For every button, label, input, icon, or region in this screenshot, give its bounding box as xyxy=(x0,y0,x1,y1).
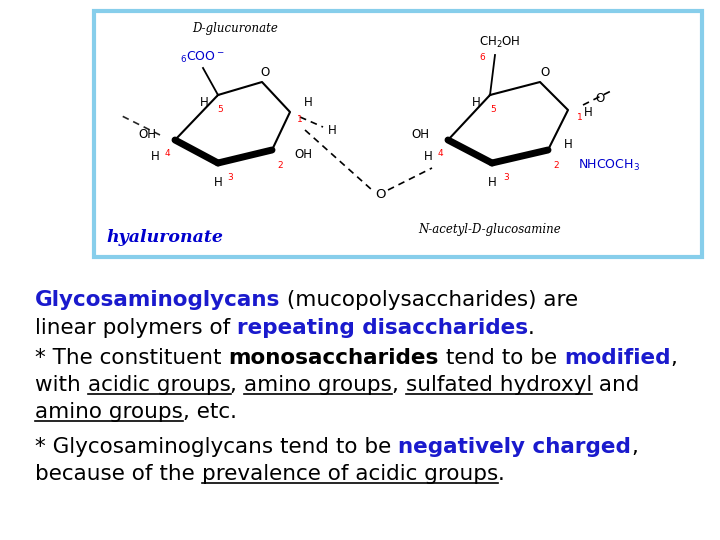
Text: prevalence of acidic groups: prevalence of acidic groups xyxy=(202,464,498,484)
Text: hyaluronate: hyaluronate xyxy=(107,230,223,246)
Text: acidic groups: acidic groups xyxy=(88,375,230,395)
Text: OH: OH xyxy=(294,148,312,161)
Text: .: . xyxy=(528,318,535,338)
Text: sulfated hydroxyl: sulfated hydroxyl xyxy=(406,375,592,395)
Text: H: H xyxy=(199,97,208,110)
Text: NHCOCH$_3$: NHCOCH$_3$ xyxy=(578,158,640,173)
Text: tend to be: tend to be xyxy=(438,348,564,368)
Text: linear polymers of: linear polymers of xyxy=(35,318,237,338)
Text: 4: 4 xyxy=(437,150,443,159)
Text: 5: 5 xyxy=(490,105,496,113)
Text: Glycosaminoglycans: Glycosaminoglycans xyxy=(35,290,280,310)
Text: CH$_2$OH: CH$_2$OH xyxy=(480,35,521,50)
Text: H: H xyxy=(304,96,312,109)
Text: H: H xyxy=(423,150,433,163)
Text: 3: 3 xyxy=(503,172,509,181)
Text: ,: , xyxy=(230,375,244,395)
Text: because of the: because of the xyxy=(35,464,202,484)
Text: O: O xyxy=(595,91,605,105)
Text: H: H xyxy=(487,177,496,190)
Text: modified: modified xyxy=(564,348,670,368)
Text: H: H xyxy=(564,138,572,152)
Text: amino groups: amino groups xyxy=(244,375,392,395)
Text: H: H xyxy=(584,106,593,119)
Text: N-acetyl-D-glucosamine: N-acetyl-D-glucosamine xyxy=(418,224,562,237)
Text: OH: OH xyxy=(411,129,429,141)
Text: 1: 1 xyxy=(577,113,583,123)
Text: * Glycosaminoglycans tend to be: * Glycosaminoglycans tend to be xyxy=(35,437,398,457)
Text: .: . xyxy=(498,464,505,484)
Text: 5: 5 xyxy=(217,105,223,113)
Text: O: O xyxy=(541,65,549,78)
Text: (mucopolysaccharides) are: (mucopolysaccharides) are xyxy=(280,290,578,310)
Text: ,: , xyxy=(670,348,677,368)
Text: , etc.: , etc. xyxy=(183,402,237,422)
Text: 2: 2 xyxy=(277,161,283,171)
Bar xyxy=(94,11,702,256)
Text: D-glucuronate: D-glucuronate xyxy=(192,22,278,35)
Text: 1: 1 xyxy=(297,116,303,125)
Text: and: and xyxy=(592,375,639,395)
Text: 2: 2 xyxy=(553,161,559,171)
Text: H: H xyxy=(150,150,159,163)
Text: with: with xyxy=(35,375,88,395)
Text: H: H xyxy=(328,124,336,137)
Text: H: H xyxy=(472,97,480,110)
Text: O: O xyxy=(261,65,269,78)
Text: repeating disaccharides: repeating disaccharides xyxy=(237,318,528,338)
Text: 3: 3 xyxy=(227,172,233,181)
Text: 6: 6 xyxy=(479,53,485,63)
Text: H: H xyxy=(214,177,222,190)
Text: negatively charged: negatively charged xyxy=(398,437,631,457)
Text: ,: , xyxy=(392,375,406,395)
Text: ,: , xyxy=(631,437,638,457)
Text: O: O xyxy=(374,188,385,201)
Text: $_6$COO$^-$: $_6$COO$^-$ xyxy=(180,50,225,65)
Text: monosaccharides: monosaccharides xyxy=(228,348,438,368)
Text: * The constituent: * The constituent xyxy=(35,348,228,368)
Text: OH: OH xyxy=(138,129,156,141)
Text: amino groups: amino groups xyxy=(35,402,183,422)
Text: 4: 4 xyxy=(164,150,170,159)
